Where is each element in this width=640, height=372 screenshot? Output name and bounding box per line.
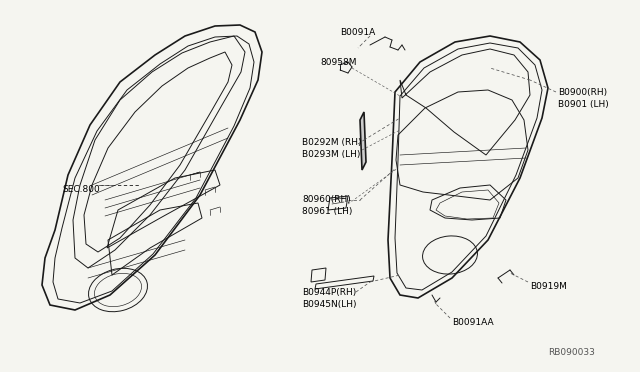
Text: B0919M: B0919M (530, 282, 567, 291)
Text: B0900(RH): B0900(RH) (558, 88, 607, 97)
Text: B0293M (LH): B0293M (LH) (302, 150, 360, 159)
Text: 80958M: 80958M (320, 58, 356, 67)
Text: 80960(RH): 80960(RH) (302, 195, 351, 204)
Text: 80961 (LH): 80961 (LH) (302, 207, 353, 216)
Text: B0091A: B0091A (340, 28, 375, 37)
Text: B0945N(LH): B0945N(LH) (302, 300, 356, 309)
Polygon shape (360, 112, 366, 170)
Text: RB090033: RB090033 (548, 348, 595, 357)
Text: B0091AA: B0091AA (452, 318, 493, 327)
Text: B0901 (LH): B0901 (LH) (558, 100, 609, 109)
Text: B0292M (RH): B0292M (RH) (302, 138, 362, 147)
Text: SEC.800: SEC.800 (62, 185, 100, 194)
Text: B0944P(RH): B0944P(RH) (302, 288, 356, 297)
